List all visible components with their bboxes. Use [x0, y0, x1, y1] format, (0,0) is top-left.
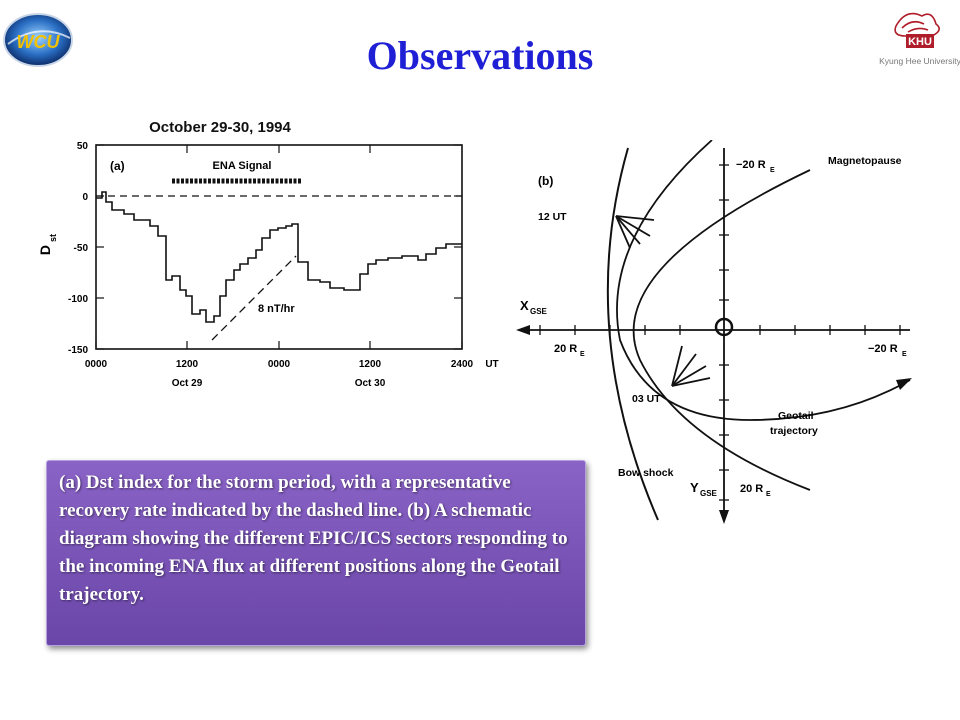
panel-label-a: (a) — [110, 159, 125, 173]
sector-rays-12ut — [615, 215, 655, 249]
earth-icon — [714, 317, 734, 337]
x-axis-arrow-icon — [516, 325, 530, 335]
dst-plot-figure: October 29-30, 1994 50 0 -50 -100 -150 D… — [37, 119, 499, 389]
magnetopause-label: Magnetopause — [828, 155, 902, 167]
y-gse-label: Y — [690, 480, 699, 495]
re-label-bottom: 20 R — [740, 483, 763, 495]
re-label-left: 20 R — [554, 343, 577, 355]
recovery-rate-line — [211, 255, 297, 341]
x-unit-label: UT — [485, 359, 498, 370]
geotail-trajectory-curve — [616, 140, 911, 421]
panel-label-b: (b) — [538, 174, 553, 188]
recovery-rate-label: 8 nT/hr — [258, 303, 295, 315]
khu-emblem-icon: KHU Kyung Hee University — [879, 12, 960, 66]
x-tick-label: 1200 — [176, 359, 199, 370]
wcu-logo-text: WCU — [17, 32, 61, 52]
khu-caption: Kyung Hee University — [879, 56, 960, 66]
y-tick-label: -150 — [68, 345, 88, 356]
x-gse-label-sub: GSE — [530, 307, 548, 316]
date-label: Oct 30 — [355, 378, 386, 389]
re-label-top: −20 R — [736, 159, 766, 171]
trajectory-label: trajectory — [770, 425, 818, 437]
dst-plot-title: October 29-30, 1994 — [149, 119, 291, 136]
re-sub-left: E — [580, 351, 585, 358]
sector-rays-03ut — [671, 345, 711, 387]
re-label-right: −20 R — [868, 343, 898, 355]
re-sub-top: E — [770, 167, 775, 174]
ena-signal-label: ENA Signal — [213, 160, 272, 172]
x-tick-label: 0000 — [268, 359, 291, 370]
figure-caption: (a) Dst index for the storm period, with… — [59, 472, 568, 605]
re-sub-right: E — [902, 351, 907, 358]
y-tick-label: 0 — [82, 192, 88, 203]
magnetopause-curve — [632, 169, 811, 491]
y-axis-label-sub: st — [48, 234, 58, 242]
khu-badge-text: KHU — [908, 36, 932, 48]
y-axis-label: D — [37, 245, 53, 255]
bow-shock-label: Bow shock — [618, 467, 674, 479]
time-label-12ut: 12 UT — [538, 211, 567, 223]
x-gse-label: X — [520, 298, 529, 313]
plot-frame — [95, 144, 463, 350]
y-axis-arrow-icon — [719, 510, 729, 524]
page-title: Observations — [366, 33, 594, 78]
y-tick-label: -100 — [68, 294, 88, 305]
dst-trace — [96, 191, 462, 323]
gse-schematic-figure: (b) Magnetopause 12 UT 03 UT Geot — [516, 140, 912, 524]
y-gse-label-sub: GSE — [700, 489, 718, 498]
x-tick-label: 1200 — [359, 359, 382, 370]
wcu-logo-icon: WCU — [3, 13, 73, 67]
y-tick-label: 50 — [77, 141, 89, 152]
bow-shock-curve — [606, 147, 659, 521]
x-tick-label: 2400 — [451, 359, 474, 370]
trajectory-arrow-icon — [896, 378, 912, 390]
re-sub-bottom: E — [766, 491, 771, 498]
geotail-label: Geotail — [778, 410, 814, 422]
time-label-03ut: 03 UT — [632, 393, 661, 405]
y-tick-label: -50 — [74, 243, 89, 254]
date-label: Oct 29 — [172, 378, 203, 389]
x-tick-label: 0000 — [85, 359, 108, 370]
caption-box: (a) Dst index for the storm period, with… — [46, 460, 586, 646]
